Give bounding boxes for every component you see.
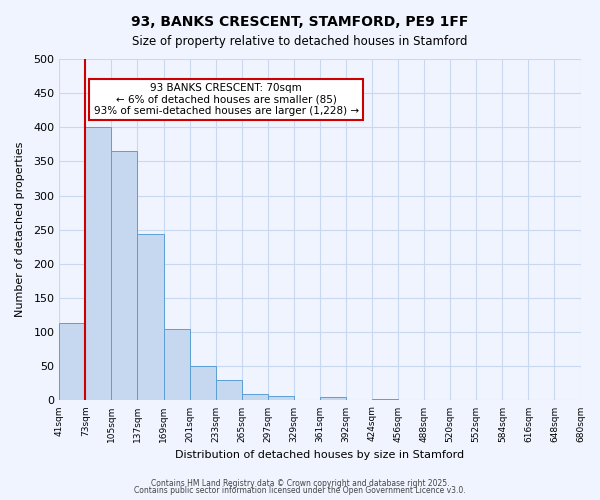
Bar — [320, 397, 346, 400]
Bar — [85, 128, 112, 400]
X-axis label: Distribution of detached houses by size in Stamford: Distribution of detached houses by size … — [175, 450, 464, 460]
Bar — [372, 399, 398, 400]
Bar — [190, 366, 215, 400]
Bar — [268, 396, 294, 400]
Bar — [164, 328, 190, 400]
Text: 93 BANKS CRESCENT: 70sqm
← 6% of detached houses are smaller (85)
93% of semi-de: 93 BANKS CRESCENT: 70sqm ← 6% of detache… — [94, 83, 359, 116]
Text: Size of property relative to detached houses in Stamford: Size of property relative to detached ho… — [132, 35, 468, 48]
Bar — [242, 394, 268, 400]
Text: Contains public sector information licensed under the Open Government Licence v3: Contains public sector information licen… — [134, 486, 466, 495]
Text: 93, BANKS CRESCENT, STAMFORD, PE9 1FF: 93, BANKS CRESCENT, STAMFORD, PE9 1FF — [131, 15, 469, 29]
Y-axis label: Number of detached properties: Number of detached properties — [15, 142, 25, 318]
Text: Contains HM Land Registry data © Crown copyright and database right 2025.: Contains HM Land Registry data © Crown c… — [151, 478, 449, 488]
Bar — [112, 151, 137, 400]
Bar — [59, 324, 85, 400]
Bar — [215, 380, 242, 400]
Bar — [137, 234, 164, 400]
